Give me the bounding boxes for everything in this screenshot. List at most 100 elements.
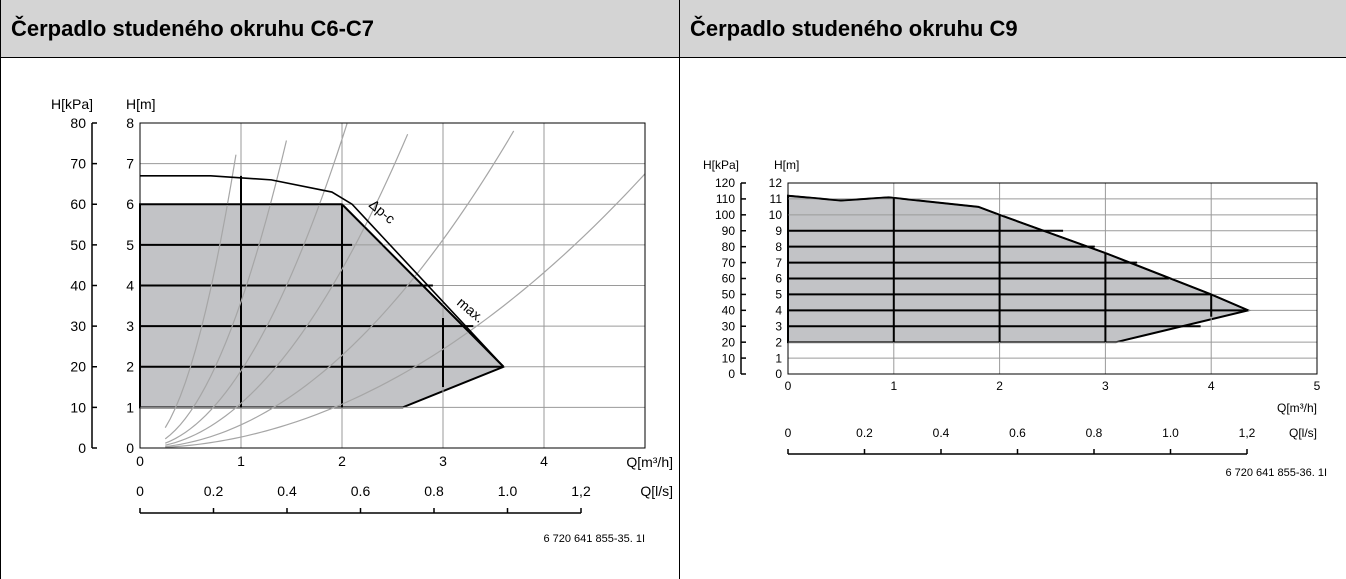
curve-max xyxy=(787,194,1249,312)
curve-label: Δp-c xyxy=(366,196,398,227)
x2-tick-label: 1.0 xyxy=(1162,426,1179,440)
kpa-tick-label: 70 xyxy=(70,156,86,172)
x2-axis-label: Q[l/s] xyxy=(640,483,673,499)
m-tick-label: 8 xyxy=(775,240,782,254)
m-tick-label: 3 xyxy=(126,318,134,334)
x2-tick-label: 0.6 xyxy=(351,483,371,499)
x2-axis-label: Q[l/s] xyxy=(1289,426,1317,440)
m-tick-label: 7 xyxy=(775,256,782,270)
x2-tick-label: 0.2 xyxy=(856,426,873,440)
kpa-tick-label: 20 xyxy=(722,335,736,349)
x2-tick-label: 1.0 xyxy=(498,483,518,499)
x2-tick-label: 0.4 xyxy=(933,426,950,440)
kpa-tick-label: 60 xyxy=(70,196,86,212)
kpa-tick-label: 100 xyxy=(715,208,735,222)
kpa-tick-label: 0 xyxy=(728,367,735,381)
x-tick-label: 2 xyxy=(996,379,1003,393)
kpa-tick-label: 120 xyxy=(715,176,735,190)
x2-tick-label: 1,2 xyxy=(571,483,591,499)
y-axis-label-m: H[m] xyxy=(126,96,156,112)
m-tick-label: 5 xyxy=(126,237,134,253)
m-tick-label: 4 xyxy=(126,277,134,293)
panel-title: Čerpadlo studeného okruhu C9 xyxy=(690,16,1018,41)
kpa-tick-label: 80 xyxy=(70,115,86,131)
system-curve xyxy=(165,173,646,448)
m-tick-label: 11 xyxy=(770,192,783,206)
plot-frame xyxy=(139,122,646,449)
x-axis-label: Q[m³/h] xyxy=(626,454,673,470)
x-tick-label: 1 xyxy=(237,453,245,469)
x-tick-label: 2 xyxy=(338,453,346,469)
kpa-tick-label: 40 xyxy=(70,277,86,293)
m-tick-label: 8 xyxy=(126,115,134,131)
m-tick-label: 2 xyxy=(126,359,134,375)
kpa-tick-label: 20 xyxy=(70,359,86,375)
kpa-tick-label: 40 xyxy=(722,304,736,318)
kpa-tick-label: 50 xyxy=(722,288,736,302)
m-tick-label: 5 xyxy=(775,288,782,302)
m-tick-label: 7 xyxy=(126,156,134,172)
kpa-tick-label: 50 xyxy=(70,237,86,253)
reference-code: 6 720 641 855-36. 1I xyxy=(1225,467,1327,479)
x-tick-label: 3 xyxy=(1102,379,1109,393)
kpa-tick-label: 60 xyxy=(722,272,736,286)
system-curve xyxy=(165,133,409,446)
kpa-tick-label: 70 xyxy=(722,256,736,270)
panel-c9: Čerpadlo studeného okruhu C9 0 10 20 30 40 50… xyxy=(680,0,1346,579)
kpa-tick-label: 90 xyxy=(722,224,736,238)
x2-tick-label: 0.2 xyxy=(204,483,224,499)
x2-tick-label: 0.8 xyxy=(1086,426,1103,440)
m-tick-label: 9 xyxy=(775,224,782,238)
x-tick-label: 4 xyxy=(1208,379,1215,393)
x-tick-label: 0 xyxy=(136,453,144,469)
curve-dp-c xyxy=(140,203,505,368)
system-curve xyxy=(165,130,515,448)
kpa-tick-label: 30 xyxy=(70,318,86,334)
x-tick-label: 1 xyxy=(890,379,897,393)
m-tick-label: 2 xyxy=(775,335,782,349)
m-tick-label: 6 xyxy=(126,196,134,212)
kpa-tick-label: 0 xyxy=(78,440,86,456)
x-tick-label: 5 xyxy=(1314,379,1321,393)
x2-tick-label: 0.6 xyxy=(1009,426,1026,440)
panel-title: Čerpadlo studeného okruhu C6-C7 xyxy=(11,16,375,41)
operating-area xyxy=(787,194,1252,344)
kpa-tick-label: 10 xyxy=(70,399,86,415)
curve-max xyxy=(140,175,505,368)
system-curve xyxy=(164,154,237,428)
m-tick-label: 1 xyxy=(775,351,782,365)
x2-tick-label: 0 xyxy=(785,426,792,440)
m-tick-label: 0 xyxy=(775,367,782,381)
kpa-tick-label: 10 xyxy=(722,351,736,365)
panel-c6-c7: Čerpadlo studeného okruhu C6-C7 0 10 20 30 4… xyxy=(0,0,680,579)
m-tick-label: 1 xyxy=(126,399,134,415)
panel-header: Čerpadlo studeného okruhu C9 xyxy=(680,0,1346,58)
kpa-tick-label: 80 xyxy=(722,240,736,254)
x-tick-label: 0 xyxy=(785,379,792,393)
m-tick-label: 3 xyxy=(775,319,782,333)
m-tick-label: 4 xyxy=(775,304,782,318)
y-axis-label-kpa: H[kPa] xyxy=(51,96,93,112)
y-axis-label-kpa: H[kPa] xyxy=(703,158,739,172)
y-axis-label-m: H[m] xyxy=(774,158,799,172)
operating-area xyxy=(139,203,506,409)
reference-code: 6 720 641 855-35. 1I xyxy=(543,533,645,545)
m-tick-label: 0 xyxy=(126,440,134,456)
m-tick-label: 6 xyxy=(775,272,782,286)
x2-tick-label: 1,2 xyxy=(1239,426,1256,440)
x-tick-label: 3 xyxy=(439,453,447,469)
x-tick-label: 4 xyxy=(540,453,548,469)
m-tick-label: 10 xyxy=(769,208,783,222)
system-curve xyxy=(164,140,288,440)
x2-tick-label: 0.8 xyxy=(424,483,444,499)
x2-tick-label: 0.4 xyxy=(277,483,297,499)
kpa-tick-label: 30 xyxy=(722,319,736,333)
x2-tick-label: 0 xyxy=(136,483,144,499)
x-axis-label: Q[m³/h] xyxy=(1277,401,1317,415)
kpa-tick-label: 110 xyxy=(716,192,735,206)
m-tick-label: 12 xyxy=(769,176,783,190)
plot-frame xyxy=(787,182,1318,375)
chart-c9: 0102030405060708090100110120012345678910… xyxy=(703,158,1327,479)
system-curve xyxy=(165,123,348,444)
